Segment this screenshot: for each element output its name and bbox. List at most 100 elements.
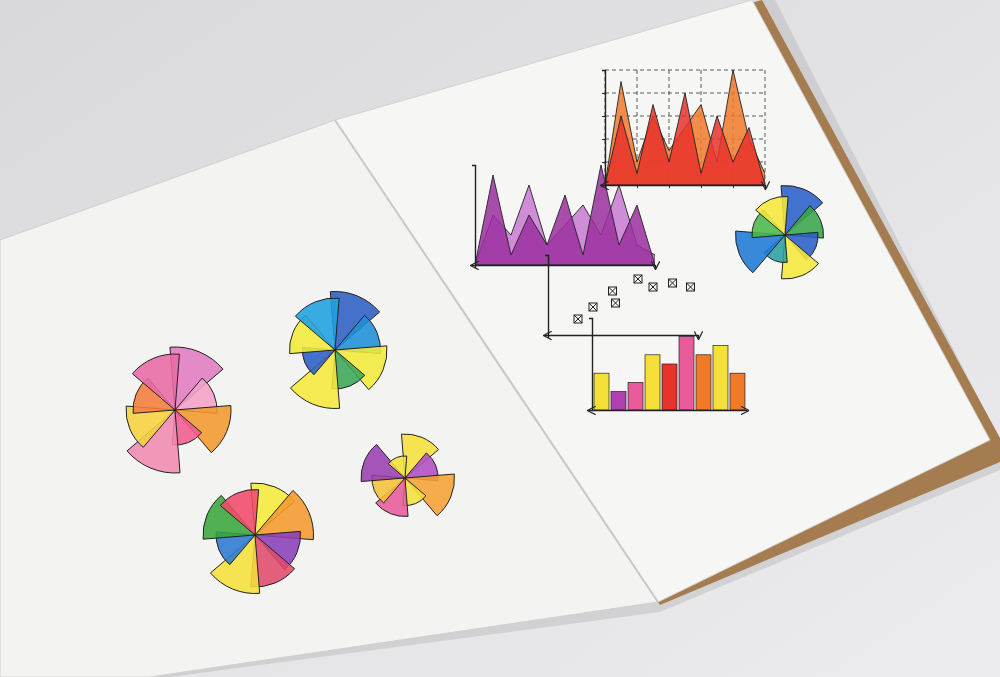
- marks: [605, 70, 765, 185]
- y-axis: [602, 71, 606, 186]
- wedges: [290, 291, 387, 408]
- x-axis: [606, 185, 766, 188]
- tick: [602, 139, 605, 140]
- wedges: [735, 185, 823, 279]
- point: [669, 279, 677, 287]
- y-axis: [545, 256, 549, 336]
- tick: [701, 185, 702, 188]
- point-cross: [609, 287, 617, 295]
- bar: [594, 373, 609, 410]
- point: [609, 287, 617, 295]
- y-axis: [589, 319, 593, 411]
- area: [605, 70, 765, 185]
- bar: [628, 382, 643, 410]
- right-page: [335, 0, 990, 602]
- wedges: [361, 434, 455, 516]
- point: [634, 275, 642, 283]
- point-box: [687, 283, 695, 291]
- axis-line: [593, 410, 748, 411]
- tick: [765, 185, 766, 188]
- scene: [0, 0, 1000, 677]
- point-box: [574, 315, 582, 323]
- chart-rose: [735, 185, 823, 279]
- point: [612, 299, 620, 307]
- wedge: [756, 196, 788, 235]
- point: [687, 283, 695, 291]
- axis-line: [545, 256, 549, 336]
- wedge: [220, 490, 258, 535]
- point-box: [669, 279, 677, 287]
- point-box: [589, 303, 597, 311]
- axis-line: [549, 336, 699, 339]
- point-box: [612, 299, 620, 307]
- wedge: [132, 354, 179, 410]
- point-cross: [574, 315, 582, 323]
- y-axis: [472, 166, 476, 266]
- bar: [713, 346, 728, 410]
- tick-mark: [602, 70, 605, 71]
- grid-line: [605, 70, 765, 71]
- tick: [602, 116, 605, 117]
- point-cross: [669, 279, 677, 287]
- tick-mark: [602, 139, 605, 140]
- tick-mark: [765, 185, 766, 188]
- point-cross: [589, 303, 597, 311]
- x-axis: [549, 336, 699, 339]
- axis-line: [476, 266, 656, 269]
- point-cross: [634, 275, 642, 283]
- area: [605, 93, 765, 185]
- chart-scatter: [545, 256, 699, 339]
- axis-line: [602, 71, 606, 186]
- point-cross: [687, 283, 695, 291]
- tick: [637, 185, 638, 188]
- bar: [645, 355, 660, 410]
- wedges: [203, 483, 314, 594]
- axis-line: [589, 319, 593, 411]
- chart-rose: [290, 291, 387, 408]
- point: [589, 303, 597, 311]
- point: [574, 315, 582, 323]
- point-box: [649, 283, 657, 291]
- tick-mark: [701, 185, 702, 188]
- axis-line: [606, 186, 766, 189]
- marks: [594, 336, 745, 410]
- shadow: [0, 0, 1000, 677]
- point-box: [634, 275, 642, 283]
- chart-bar: [589, 319, 748, 411]
- tick-mark: [602, 116, 605, 117]
- table-surface: [0, 0, 1000, 677]
- tick: [602, 70, 605, 71]
- point: [649, 283, 657, 291]
- x-axis: [593, 410, 748, 412]
- axis-line: [472, 166, 476, 266]
- tick-mark: [602, 185, 605, 186]
- tick: [669, 185, 670, 188]
- tick-mark: [602, 162, 605, 163]
- tick: [733, 185, 734, 188]
- wedge: [295, 298, 339, 350]
- tick: [602, 93, 605, 94]
- tick: [602, 162, 605, 163]
- wedge: [388, 456, 407, 478]
- bar: [611, 392, 626, 410]
- bar: [696, 355, 711, 410]
- chart-rose: [203, 483, 314, 594]
- grid: [605, 70, 765, 185]
- marks: [574, 275, 695, 323]
- point-cross: [612, 299, 620, 307]
- tick-mark: [637, 185, 638, 188]
- point-cross: [649, 283, 657, 291]
- chart-area: [602, 70, 766, 188]
- chart-rose: [361, 434, 455, 516]
- bar: [662, 364, 677, 410]
- tick-mark: [669, 185, 670, 188]
- tick-mark: [733, 185, 734, 188]
- tick-mark: [602, 93, 605, 94]
- tick: [602, 185, 605, 186]
- bar: [679, 336, 694, 410]
- point-box: [609, 287, 617, 295]
- spine: [335, 120, 658, 602]
- grid-line: [765, 70, 766, 185]
- x-axis: [476, 266, 656, 269]
- bar: [730, 373, 745, 410]
